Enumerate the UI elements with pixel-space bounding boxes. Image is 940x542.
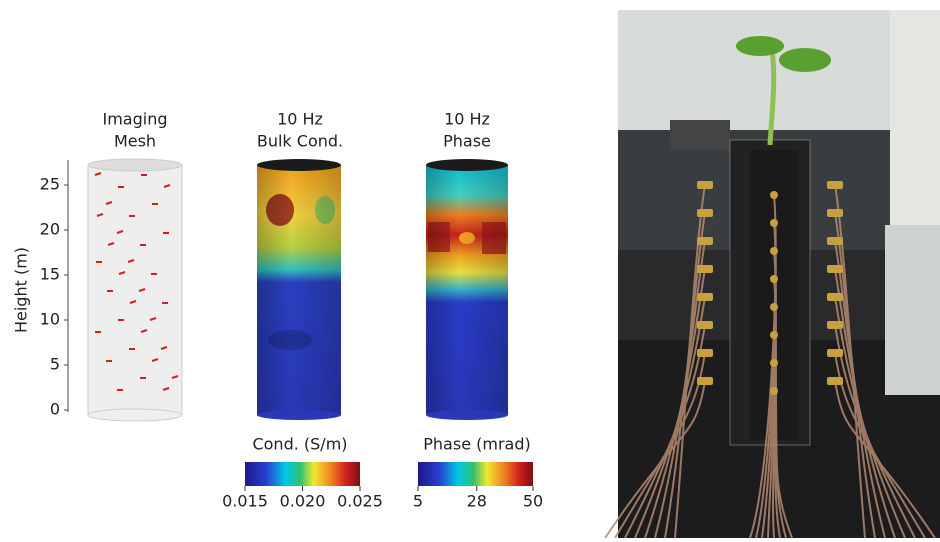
colorbar-tick-label: 50 [523,492,543,511]
connector [770,331,778,339]
connector [770,387,778,395]
connector [827,377,843,385]
y-tick-label: 0 [50,400,60,419]
connector [827,293,843,301]
connector [827,181,843,189]
colorbar [418,462,533,486]
connector [697,265,713,273]
connector [697,181,713,189]
panel-title: Bulk Cond. [257,132,343,151]
colorbar-tick-label: 0.025 [337,492,383,511]
connector [770,247,778,255]
colorbar-tick-label: 0.015 [222,492,268,511]
colorbar-label: Cond. (S/m) [252,435,347,454]
connector [827,321,843,329]
figure: Height (m) [0,0,940,538]
colorbar-label: Phase (mrad) [423,435,530,454]
y-tick-label: 15 [40,265,60,284]
panel-title: 10 Hz [277,110,323,129]
connector [827,265,843,273]
connector [697,377,713,385]
colorbar [245,462,360,486]
connector [697,321,713,329]
mesh-cylinder [88,159,182,421]
colorbar-tick-label: 28 [467,492,487,511]
phase-cylinder [426,159,508,420]
y-tick-label: 25 [40,175,60,194]
y-tick-label: 5 [50,355,60,374]
connector [827,237,843,245]
connector [697,237,713,245]
panel-title: Mesh [114,132,156,151]
connector [697,209,713,217]
connector [770,303,778,311]
panel-title: Imaging [102,110,167,129]
y-tick-label: 20 [40,220,60,239]
connector [827,209,843,217]
connector [770,275,778,283]
y-axis-label: Height (m) [12,247,31,333]
connector [770,191,778,199]
colorbar-tick-label: 5 [413,492,423,511]
panel-title: Phase [443,132,491,151]
connector [697,349,713,357]
y-tick-label: 10 [40,310,60,329]
photo [605,10,940,538]
panel-title: 10 Hz [444,110,490,129]
conductivity-cylinder [257,159,341,420]
connector [770,219,778,227]
connector [827,349,843,357]
colorbar-tick-label: 0.020 [280,492,326,511]
connector [697,293,713,301]
connector [770,359,778,367]
